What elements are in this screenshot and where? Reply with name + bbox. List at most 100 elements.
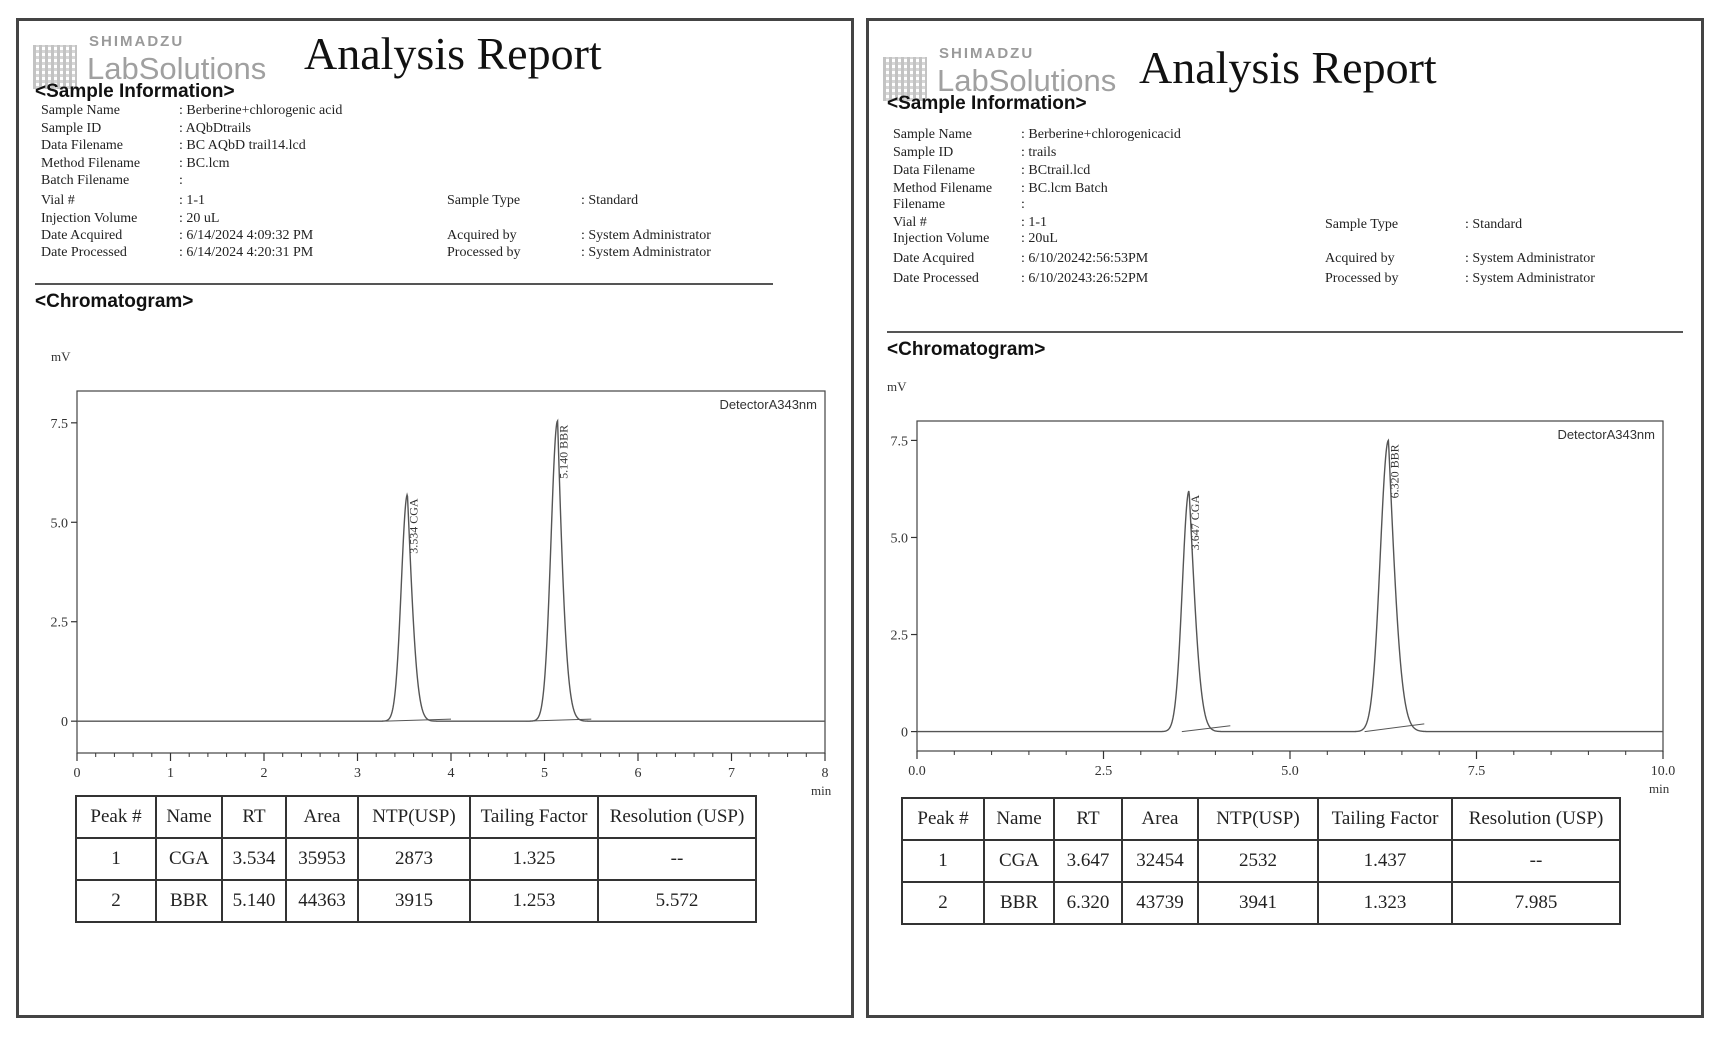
x-axis-label: min xyxy=(1649,781,1670,796)
cell-resolution: -- xyxy=(1451,839,1621,883)
chromatogram-svg: mV min DetectorA343nm 0 2.5 5.0 7.5 0 1 2 3 4 5 6 7 8 3.… xyxy=(51,349,832,798)
field-label-processed-by: Processed by xyxy=(1325,271,1399,286)
field-label-injection-volume: Injection Volume xyxy=(41,211,138,226)
y-tick-label: 5.0 xyxy=(51,516,69,531)
cell-peak: 1 xyxy=(75,837,157,881)
field-label-vial: Vial # xyxy=(41,193,75,208)
chromatogram-trace xyxy=(77,418,825,722)
cell-ntp: 2873 xyxy=(357,837,471,881)
field-value-processed-by: : System Administrator xyxy=(1465,271,1595,286)
field-value-vial: : 1-1 xyxy=(1021,215,1048,230)
header-name: Name xyxy=(983,797,1055,841)
cell-ntp: 2532 xyxy=(1197,839,1319,883)
chromatogram-trace xyxy=(917,438,1663,733)
field-value-sample-id: : trails xyxy=(1021,145,1057,160)
field-value-processed-by: : System Administrator xyxy=(581,245,711,260)
cell-peak: 1 xyxy=(901,839,985,883)
field-label-sample-id: Sample ID xyxy=(893,145,954,160)
field-label-sample-type: Sample Type xyxy=(1325,217,1399,232)
x-tick-label: 5.0 xyxy=(1281,764,1299,779)
field-label-acquired-by: Acquired by xyxy=(1325,251,1395,266)
peak-label: 5.140 BBR xyxy=(557,425,571,479)
table-row: 1 CGA 3.647 32454 2532 1.437 -- xyxy=(901,839,1621,883)
field-value-date-processed: : 6/10/20243:26:52PM xyxy=(1021,271,1149,286)
cell-area: 35953 xyxy=(285,837,359,881)
header-tailing-factor: Tailing Factor xyxy=(469,795,599,839)
field-label-acquired-by: Acquired by xyxy=(447,228,517,243)
y-tick-label: 2.5 xyxy=(51,616,69,631)
cell-name: BBR xyxy=(983,881,1055,925)
field-value-data-filename: : BCtrail.lcd xyxy=(1021,163,1091,178)
field-value-sample-type: : Standard xyxy=(1465,217,1523,232)
y-tick-label: 5.0 xyxy=(891,531,909,546)
y-axis-label: mV xyxy=(887,379,907,394)
header-ntp: NTP(USP) xyxy=(1197,797,1319,841)
cell-name: CGA xyxy=(155,837,223,881)
logo-brand: SHIMADZU xyxy=(939,45,1035,62)
cell-name: CGA xyxy=(983,839,1055,883)
field-label-data-filename: Data Filename xyxy=(893,163,976,178)
sample-information-heading: <Sample Information> xyxy=(887,93,1087,114)
field-value-injection-volume: : 20 uL xyxy=(179,211,220,226)
field-value-method-filename: : BC.lcm Batch xyxy=(1021,181,1108,196)
x-tick-label: 8 xyxy=(822,766,829,781)
x-tick-label: 7 xyxy=(728,766,735,781)
chromatogram-heading: <Chromatogram> xyxy=(35,291,194,312)
field-label-injection-volume: Injection Volume xyxy=(893,231,990,246)
y-tick-label: 0 xyxy=(61,715,68,730)
field-label-batch-filename: Batch Filename xyxy=(41,173,130,188)
field-value-acquired-by: : System Administrator xyxy=(1465,251,1595,266)
x-tick-label: 6 xyxy=(635,766,642,781)
x-tick-label: 10.0 xyxy=(1651,764,1676,779)
field-label-date-acquired: Date Acquired xyxy=(893,251,975,266)
detector-label: DetectorA343nm xyxy=(719,397,817,412)
analysis-report-left: SHIMADZU LabSolutions Analysis Report <S… xyxy=(16,18,854,1018)
field-value-method-filename: : BC.lcm xyxy=(179,156,230,171)
field-value-vial: : 1-1 xyxy=(179,193,206,208)
section-divider xyxy=(35,283,773,285)
cell-resolution: -- xyxy=(597,837,757,881)
plot-frame xyxy=(76,390,826,754)
baseline-segment xyxy=(385,718,452,722)
field-label-filename: Filename xyxy=(893,197,946,212)
header-area: Area xyxy=(1121,797,1199,841)
header-tailing-factor: Tailing Factor xyxy=(1317,797,1453,841)
logo-product: LabSolutions xyxy=(87,51,267,86)
header-rt: RT xyxy=(1053,797,1123,841)
field-value-sample-type: : Standard xyxy=(581,193,639,208)
plot-frame xyxy=(916,420,1664,752)
x-tick-label: 3 xyxy=(354,766,361,781)
field-value-sample-id: : AQbDtrails xyxy=(179,121,251,136)
x-tick-label: 5 xyxy=(541,766,548,781)
cell-ntp: 3941 xyxy=(1197,881,1319,925)
y-tick-label: 0 xyxy=(901,726,908,741)
cell-area: 43739 xyxy=(1121,881,1199,925)
field-label-date-processed: Date Processed xyxy=(41,245,127,260)
sample-information-heading: <Sample Information> xyxy=(35,81,235,102)
header-resolution: Resolution (USP) xyxy=(1451,797,1621,841)
header-name: Name xyxy=(155,795,223,839)
field-value-sample-name: : Berberine+chlorogenic acid xyxy=(179,103,343,118)
field-value-date-processed: : 6/14/2024 4:20:31 PM xyxy=(179,245,314,260)
field-value-acquired-by: : System Administrator xyxy=(581,228,711,243)
cell-tailing-factor: 1.323 xyxy=(1317,881,1453,925)
field-label-method-filename: Method Filename xyxy=(41,156,141,171)
header-resolution: Resolution (USP) xyxy=(597,795,757,839)
field-value-filename: : xyxy=(1021,197,1025,212)
header-rt: RT xyxy=(221,795,287,839)
cell-rt: 5.140 xyxy=(221,879,287,923)
chromatogram-heading: <Chromatogram> xyxy=(887,339,1046,360)
chromatogram-svg: mV min DetectorA343nm 0 2.5 5.0 7.5 0.0 2.5 5.0 7.… xyxy=(887,379,1676,796)
x-tick-label: 2.5 xyxy=(1095,764,1113,779)
x-tick-label: 0 xyxy=(74,766,81,781)
cell-rt: 3.647 xyxy=(1053,839,1123,883)
header-area: Area xyxy=(285,795,359,839)
header-peak: Peak # xyxy=(75,795,157,839)
baseline-segment xyxy=(1181,725,1231,733)
baseline-segment xyxy=(1364,723,1425,733)
report-title: Analysis Report xyxy=(1139,42,1437,93)
cell-tailing-factor: 1.325 xyxy=(469,837,599,881)
field-label-method-filename: Method Filename xyxy=(893,181,993,196)
field-value-injection-volume: : 20uL xyxy=(1021,231,1058,246)
table-header-row: Peak # Name RT Area NTP(USP) Tailing Fac… xyxy=(901,797,1621,841)
